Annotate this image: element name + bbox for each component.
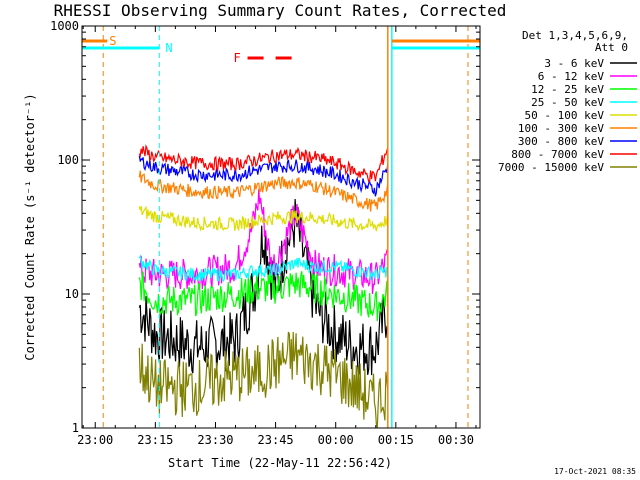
series-line-100-300-kev <box>138 170 389 212</box>
x-tick-label: 00:30 <box>438 433 474 447</box>
legend-entry-label: 3 - 6 keV <box>544 57 604 70</box>
series-line-7000-15000-kev <box>138 331 389 429</box>
x-tick-label: 23:00 <box>77 433 113 447</box>
chart-title: RHESSI Observing Summary Count Rates, Co… <box>54 1 507 20</box>
x-axis-title: Start Time (22-May-11 22:56:42) <box>168 456 392 470</box>
series-line-12-25-kev <box>138 271 389 322</box>
y-tick-label: 100 <box>57 153 79 167</box>
legend-entry-label: 6 - 12 keV <box>538 70 605 83</box>
x-tick-label: 23:15 <box>137 433 173 447</box>
legend-entry-label: 800 - 7000 keV <box>511 148 604 161</box>
y-tick-label: 1 <box>72 421 79 435</box>
x-tick-label: 23:45 <box>258 433 294 447</box>
legend-entry-label: 7000 - 15000 keV <box>498 161 604 174</box>
legend-entry-label: 12 - 25 keV <box>531 83 604 96</box>
footer-timestamp: 17-Oct-2021 08:35 <box>554 467 636 476</box>
y-tick-label: 10 <box>65 287 79 301</box>
series-line-25-50-kev <box>138 254 389 283</box>
y-tick-label: 1000 <box>50 19 79 33</box>
legend-header: Det 1,3,4,5,6,9, <box>522 29 628 42</box>
legend-header: Att 0 <box>595 41 628 54</box>
x-tick-label: 00:15 <box>378 433 414 447</box>
annotation-label-n: N <box>165 41 172 55</box>
series-line-800-7000-kev <box>138 144 389 183</box>
legend-entry-label: 100 - 300 keV <box>518 122 604 135</box>
x-tick-label: 23:30 <box>197 433 233 447</box>
series-line-3-6-kev <box>138 198 389 376</box>
y-axis-title: Corrected Count Rate (s⁻¹ detector⁻¹) <box>23 93 37 360</box>
plot-frame <box>81 25 481 429</box>
series-line-300-800-kev <box>138 155 389 197</box>
series-line-50-100-kev <box>138 205 389 232</box>
legend-entry-label: 25 - 50 keV <box>531 96 604 109</box>
annotation-label-f: F <box>234 51 241 65</box>
legend-entry-label: 300 - 800 keV <box>518 135 604 148</box>
x-tick-label: 00:00 <box>318 433 354 447</box>
legend-entry-label: 50 - 100 keV <box>525 109 605 122</box>
annotation-label-s: S <box>109 34 116 48</box>
